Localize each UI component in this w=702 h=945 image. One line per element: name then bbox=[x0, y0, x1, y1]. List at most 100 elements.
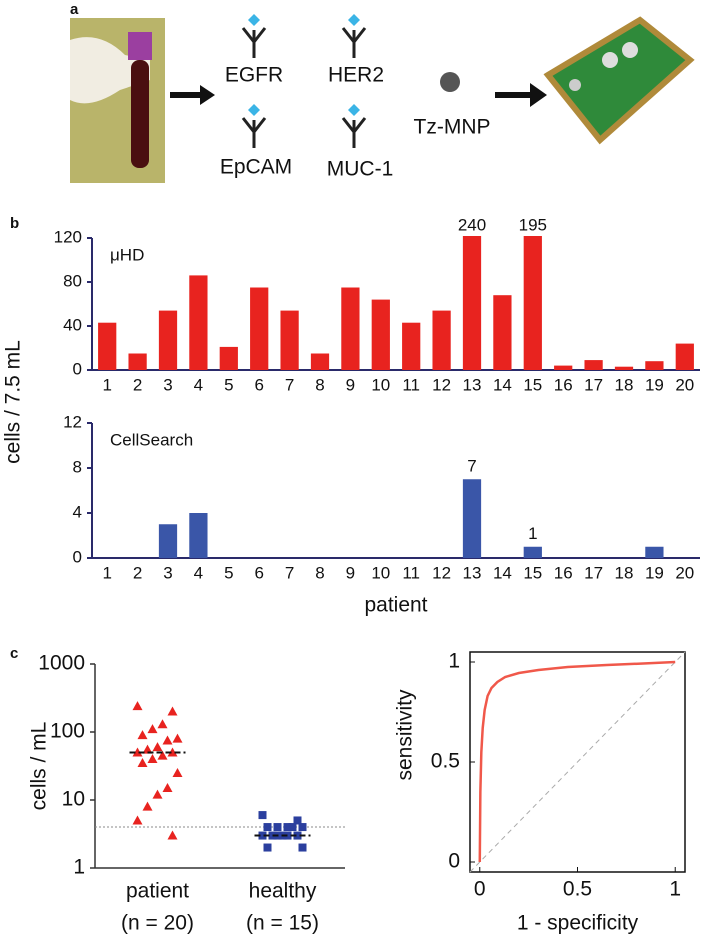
particle-label: Tz-MNP bbox=[414, 116, 491, 139]
x-tick-label: 9 bbox=[346, 563, 355, 582]
x-tick-label: 6 bbox=[254, 563, 263, 582]
y-tick-label: 40 bbox=[63, 315, 82, 334]
square-marker bbox=[288, 823, 297, 832]
bar bbox=[462, 236, 482, 370]
antibody-label: EGFR bbox=[225, 64, 283, 87]
bar bbox=[402, 322, 421, 370]
x-tick-label: 10 bbox=[371, 563, 390, 582]
bar bbox=[432, 310, 451, 370]
square-marker bbox=[258, 831, 267, 840]
x-tick-label: 15 bbox=[523, 563, 542, 582]
arrow-head bbox=[200, 85, 215, 105]
x-tick-label: 11 bbox=[402, 375, 420, 394]
panel-label: c bbox=[10, 645, 18, 662]
bar bbox=[584, 360, 603, 370]
value-label: 7 bbox=[467, 457, 476, 476]
triangle-marker bbox=[147, 754, 158, 764]
x-axis-label: patient bbox=[364, 594, 427, 617]
x-tick-label: 8 bbox=[315, 375, 324, 394]
blood-tube-photo bbox=[70, 18, 165, 183]
value-label: 240 bbox=[458, 215, 486, 234]
x-tick-label: 15 bbox=[523, 375, 542, 394]
bar bbox=[189, 513, 208, 558]
x-tick-label: 7 bbox=[285, 375, 294, 394]
chip-photo bbox=[543, 16, 695, 145]
triangle-marker bbox=[157, 719, 168, 729]
y-tick-label: 8 bbox=[73, 457, 82, 476]
bar bbox=[645, 361, 664, 370]
x-tick-label: 6 bbox=[254, 375, 263, 394]
y-tick-label: 1 bbox=[448, 650, 460, 673]
x-tick-label: 19 bbox=[645, 375, 664, 394]
x-tick-label: 2 bbox=[133, 563, 142, 582]
triangle-marker bbox=[132, 747, 143, 757]
y-tick-label: 12 bbox=[63, 412, 82, 431]
square-marker bbox=[263, 843, 272, 852]
square-marker bbox=[293, 816, 302, 825]
x-axis-label: 1 - specificity bbox=[517, 912, 639, 935]
bar bbox=[554, 365, 573, 370]
panel-label: a bbox=[70, 1, 79, 18]
y-tick-label: 1000 bbox=[38, 652, 85, 675]
bar bbox=[158, 524, 178, 558]
x-tick-label: 19 bbox=[645, 563, 664, 582]
x-tick-label: 0 bbox=[474, 878, 486, 901]
x-tick-label: 5 bbox=[224, 563, 233, 582]
bar bbox=[523, 546, 542, 558]
triangle-marker bbox=[167, 747, 178, 757]
x-tick-label: 18 bbox=[615, 563, 634, 582]
bar bbox=[462, 479, 482, 558]
roc-curve bbox=[478, 660, 676, 863]
bars bbox=[98, 236, 694, 370]
x-tick-label: patient bbox=[126, 880, 189, 903]
antibody-icons bbox=[241, 27, 367, 148]
value-label: 1 bbox=[528, 524, 537, 543]
y-tick-label: 80 bbox=[63, 271, 82, 290]
x-tick-label: 13 bbox=[463, 563, 482, 582]
bar bbox=[371, 299, 390, 370]
x-tick-label: 13 bbox=[463, 375, 482, 394]
x-tick-sublabel: (n = 20) bbox=[121, 912, 194, 935]
x-tick-label: 10 bbox=[371, 375, 390, 394]
y-tick-label: 100 bbox=[50, 720, 85, 743]
series-label: μHD bbox=[110, 245, 144, 264]
bar bbox=[219, 346, 238, 370]
bar bbox=[675, 343, 694, 370]
x-tick-label: 14 bbox=[493, 375, 512, 394]
x-tick-label: 11 bbox=[402, 563, 420, 582]
y-tick-label: 0 bbox=[448, 850, 460, 873]
x-tick-label: 3 bbox=[163, 563, 172, 582]
triangle-marker bbox=[147, 724, 158, 734]
x-tick-label: 16 bbox=[554, 375, 573, 394]
bar bbox=[645, 546, 664, 558]
y-tick-label: 120 bbox=[54, 227, 82, 246]
x-tick-label: 20 bbox=[675, 563, 694, 582]
triangle-marker bbox=[132, 701, 143, 711]
x-tick-label: 3 bbox=[163, 375, 172, 394]
y-tick-label: 1 bbox=[73, 856, 85, 879]
x-tick-label: 17 bbox=[584, 563, 603, 582]
square-marker bbox=[298, 843, 307, 852]
value-label: 195 bbox=[519, 215, 547, 234]
y-tick-label: 0.5 bbox=[431, 750, 460, 773]
y-tick-label: 0 bbox=[73, 547, 82, 566]
bar bbox=[189, 275, 208, 370]
triangle-marker bbox=[162, 735, 173, 745]
triangle-marker bbox=[152, 789, 163, 799]
triangle-marker bbox=[137, 730, 148, 740]
x-tick-sublabel: (n = 15) bbox=[246, 912, 319, 935]
x-tick-label: 12 bbox=[432, 375, 451, 394]
panel-label: b bbox=[10, 215, 19, 232]
bar bbox=[250, 287, 269, 370]
triangle-marker bbox=[157, 750, 168, 760]
x-tick-label: 17 bbox=[584, 375, 603, 394]
triangle-marker bbox=[137, 758, 148, 768]
square-marker bbox=[293, 831, 302, 840]
series-label: CellSearch bbox=[110, 430, 193, 449]
bar bbox=[98, 322, 117, 370]
bar bbox=[280, 310, 299, 370]
arrow-head bbox=[530, 83, 547, 107]
triangle-marker bbox=[132, 815, 143, 825]
x-tick-label: 1 bbox=[102, 375, 111, 394]
